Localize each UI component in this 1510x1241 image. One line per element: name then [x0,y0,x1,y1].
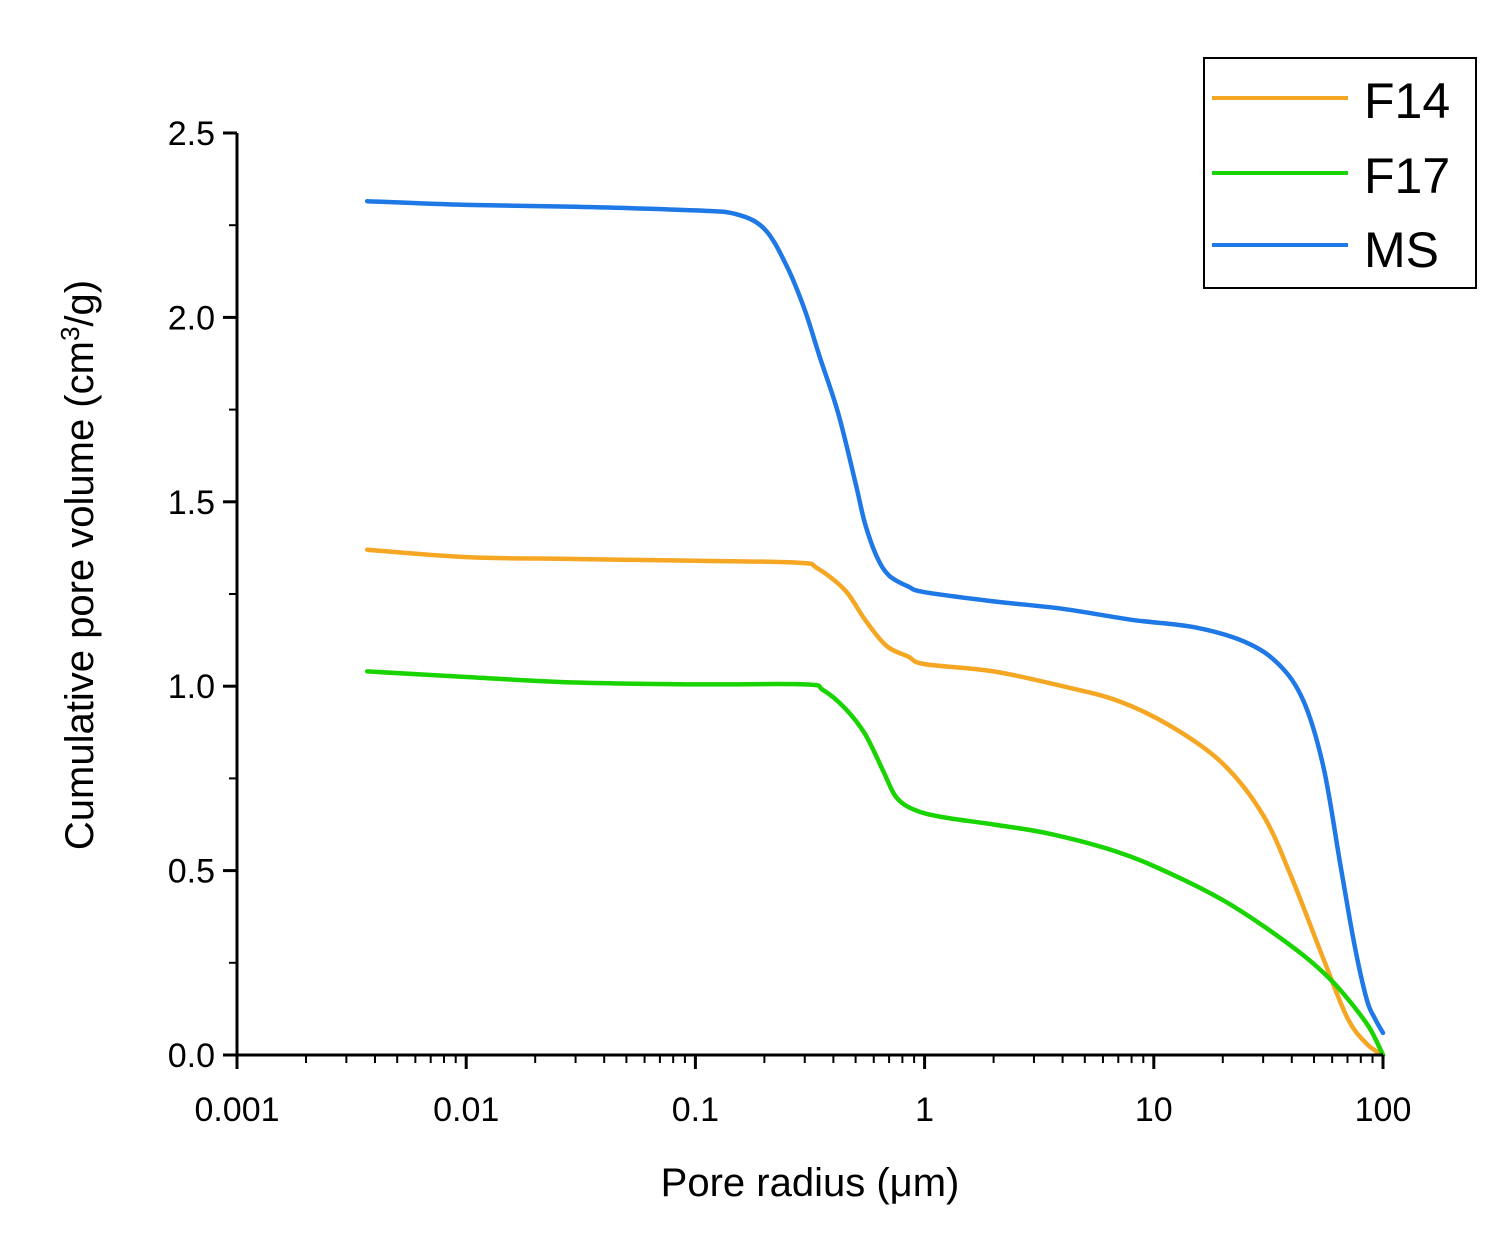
y-tick-label: 2.5 [168,115,215,153]
y-axis-title-superscript: 3 [55,327,85,341]
x-axis-title: Pore radius (μm) [661,1161,960,1205]
legend-label-ms: MS [1364,222,1439,278]
series-line-f14 [364,547,1386,1058]
x-tick-label: 0.1 [672,1091,719,1129]
legend-label-f17: F17 [1364,148,1450,204]
y-tick-label: 0.5 [168,853,215,891]
x-tick-label: 0.01 [433,1091,499,1129]
x-tick-label: 100 [1355,1091,1412,1129]
y-tick-label: 0.0 [168,1037,215,1075]
series-line-f17 [364,669,1386,1058]
y-tick-label: 2.0 [168,299,215,337]
series-layer [364,198,1386,1058]
legend-label-f14: F14 [1364,73,1450,129]
x-tick-label: 10 [1135,1091,1173,1129]
legend: F14 F17 MS [1203,57,1477,289]
labels-layer: Pore radius (μm) Cumulative pore volume … [55,280,959,1205]
y-axis-title-unit: /g) [58,280,102,327]
series-line-ms [364,198,1386,1036]
y-tick-label: 1.5 [168,484,215,522]
x-tick-label: 1 [915,1091,934,1129]
axes-layer: 0.001 0.01 0.1 1 10 100 0.0 0.5 1.0 1.5 2.0 2.5 [168,115,1412,1129]
y-axis-title-main: Cumulative pore volume (cm [58,341,102,850]
x-tick-label: 0.001 [194,1091,279,1129]
y-tick-label: 1.0 [168,668,215,706]
y-axis-title: Cumulative pore volume (cm3/g) [55,280,102,850]
